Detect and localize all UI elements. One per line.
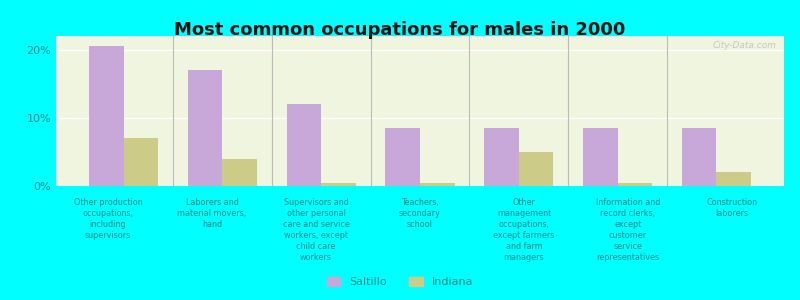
Bar	[420, 183, 454, 186]
Bar	[682, 128, 716, 186]
Text: Supervisors and
other personal
care and service
workers, except
child care
worke: Supervisors and other personal care and …	[282, 198, 350, 262]
Text: Teachers,
secondary
school: Teachers, secondary school	[399, 198, 441, 229]
Bar	[386, 128, 420, 186]
Bar	[188, 70, 222, 186]
Bar	[716, 172, 751, 186]
Bar	[222, 159, 257, 186]
Text: Most common occupations for males in 2000: Most common occupations for males in 200…	[174, 21, 626, 39]
Text: City-Data.com: City-Data.com	[713, 40, 777, 50]
Legend: Saltillo, Indiana: Saltillo, Indiana	[322, 272, 478, 291]
Bar	[484, 128, 518, 186]
Bar	[618, 183, 652, 186]
Bar	[286, 104, 322, 186]
Bar	[322, 183, 356, 186]
Bar	[89, 46, 124, 186]
Bar	[583, 128, 618, 186]
Bar	[518, 152, 554, 186]
Text: Other
management
occupations,
except farmers
and farm
managers: Other management occupations, except far…	[494, 198, 554, 262]
Text: Laborers and
material movers,
hand: Laborers and material movers, hand	[178, 198, 246, 229]
Text: Construction
laborers: Construction laborers	[706, 198, 758, 218]
Text: Other production
occupations,
including
supervisors: Other production occupations, including …	[74, 198, 142, 240]
Text: Information and
record clerks,
except
customer
service
representatives: Information and record clerks, except cu…	[596, 198, 660, 262]
Bar	[124, 138, 158, 186]
